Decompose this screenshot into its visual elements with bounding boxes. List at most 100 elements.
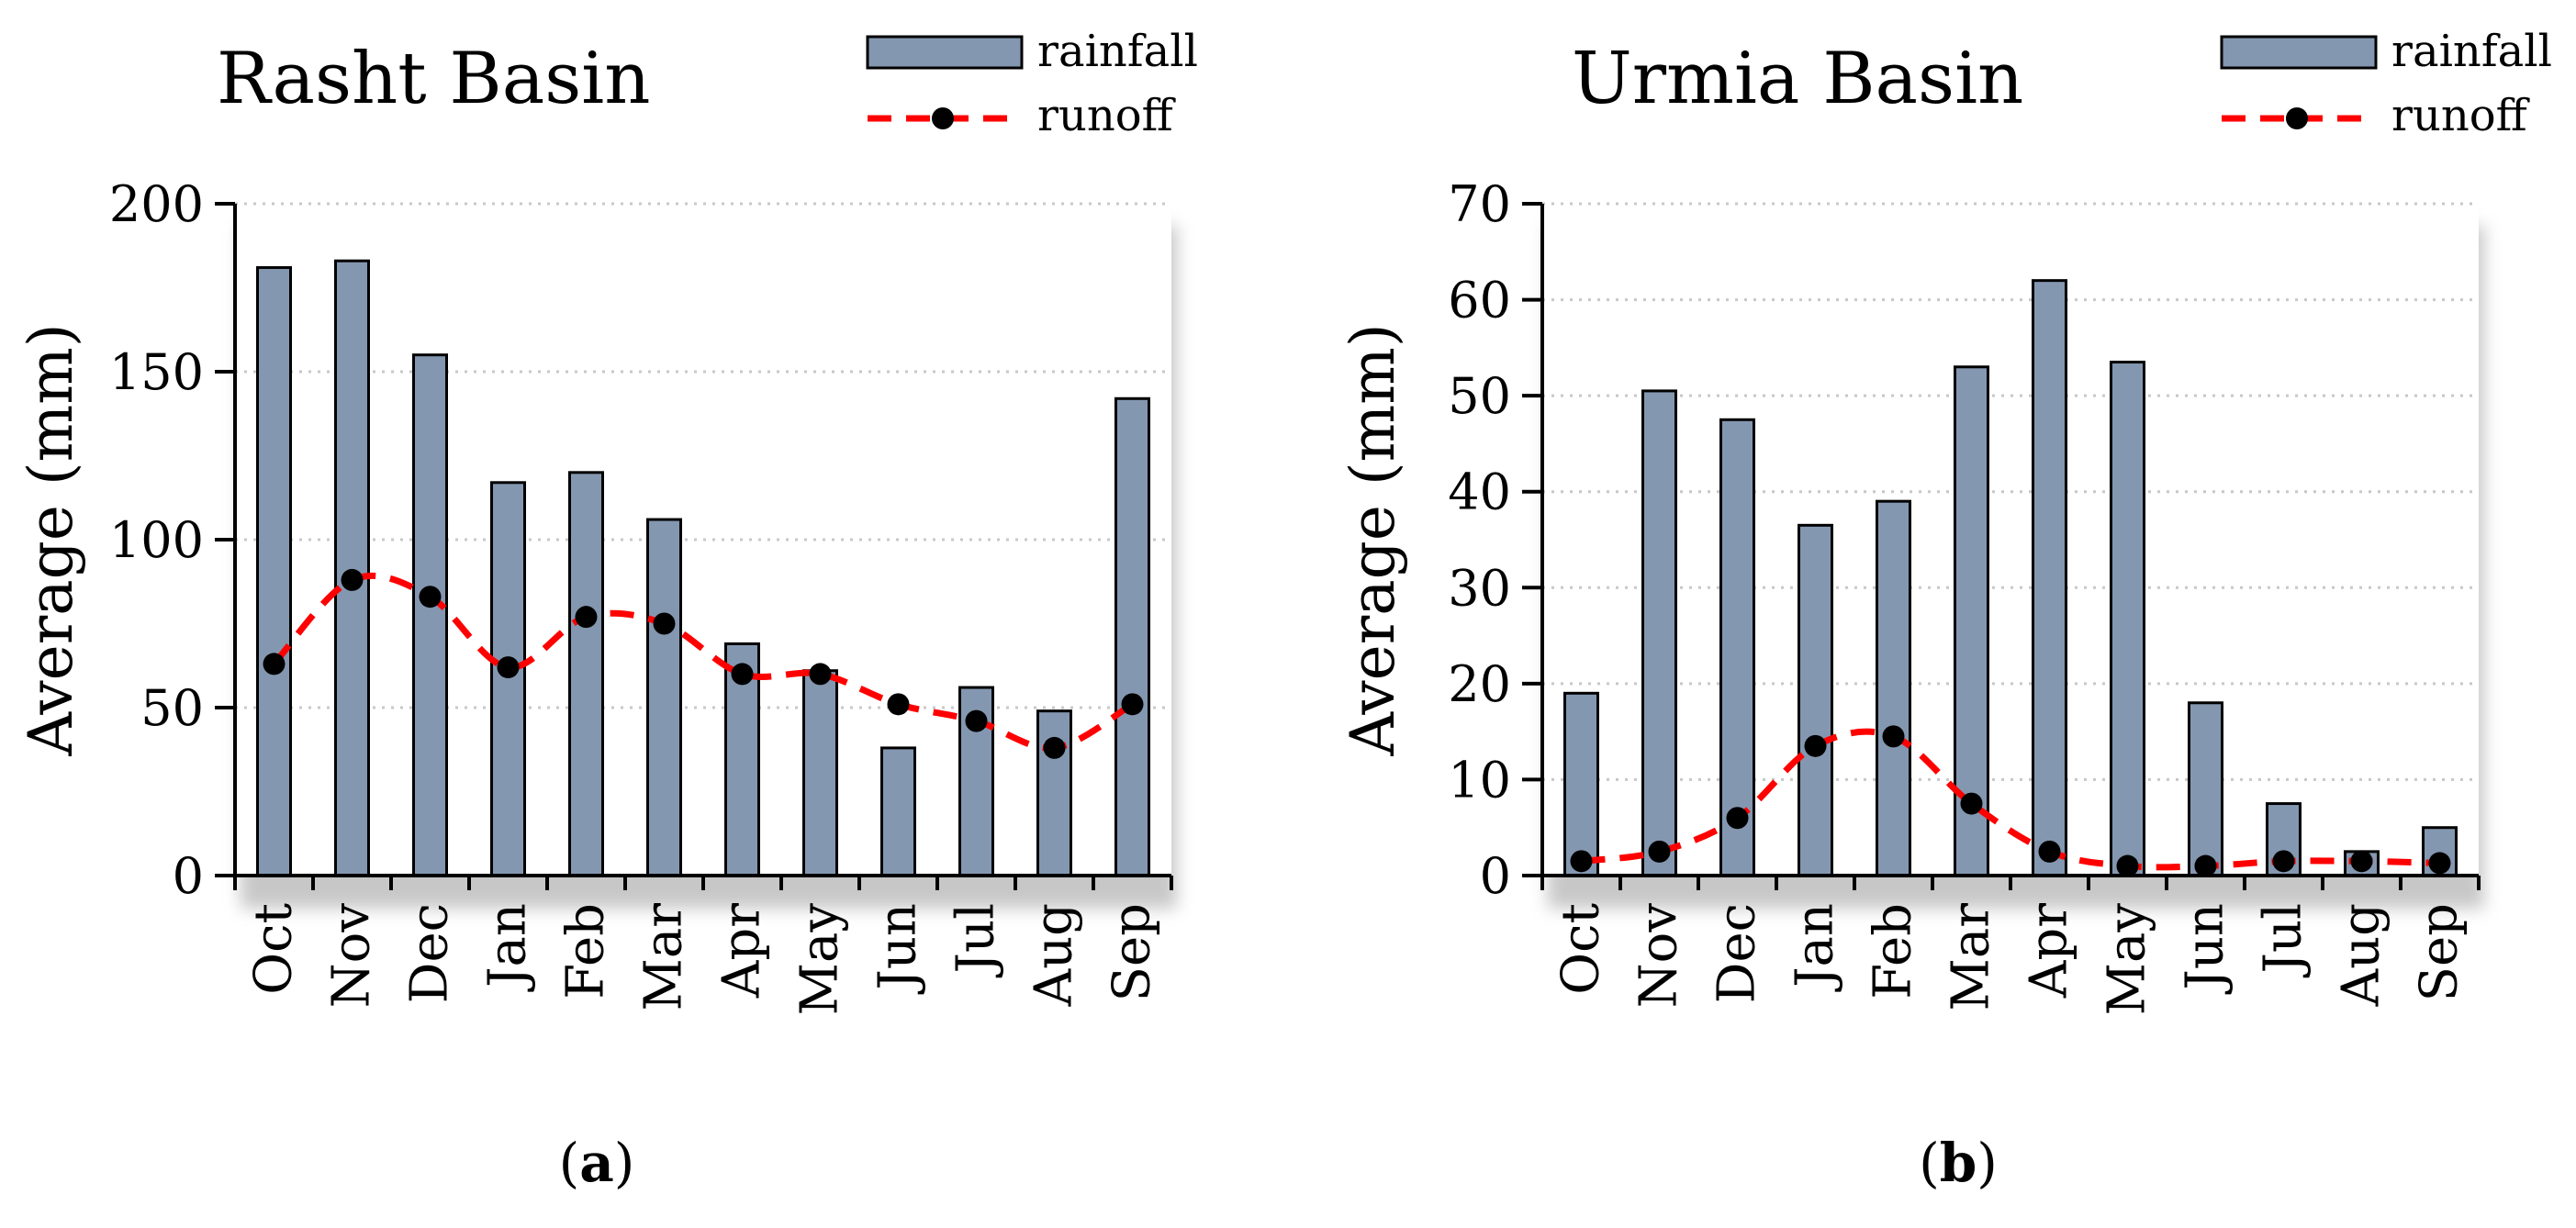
point-runoff-feb xyxy=(575,606,598,629)
point-runoff-aug xyxy=(2350,850,2373,873)
bar-rainfall-dec xyxy=(1719,418,1755,877)
point-runoff-dec xyxy=(419,586,442,608)
y-tick-label: 50 xyxy=(140,679,204,737)
legend: rainfall runoff xyxy=(866,26,1198,141)
y-tick-label: 50 xyxy=(1448,367,1511,425)
caption-open: ( xyxy=(559,1132,580,1194)
x-tick-label: Jun xyxy=(2176,903,2235,995)
x-tick-label: Jul xyxy=(2254,903,2313,977)
bar-rainfall-apr xyxy=(2032,279,2067,877)
y-tick-label: 60 xyxy=(1448,272,1511,329)
bar-rainfall-jun xyxy=(2188,701,2223,877)
x-tick-label: Oct xyxy=(1551,903,1611,995)
bar-rainfall-aug xyxy=(1036,709,1072,877)
point-runoff-may xyxy=(809,663,832,686)
legend-swatch-rainfall xyxy=(866,35,1024,70)
rainfall-bars xyxy=(1563,279,2458,877)
point-runoff-sep xyxy=(2428,852,2451,875)
x-tick-label: Aug xyxy=(1025,903,1084,1007)
chart-panel-b: 0 10 20 30 40 50 60 70 Oct Nov Dec Jan Feb Mar Apr May… xyxy=(1338,26,2552,1194)
caption-letter: a xyxy=(579,1132,614,1194)
x-tick-label: Feb xyxy=(556,903,616,999)
bar-rainfall-feb xyxy=(568,471,604,877)
point-runoff-jan xyxy=(497,656,520,679)
y-tick-label: 40 xyxy=(1448,463,1511,521)
y-tick-labels: 0 50 100 150 200 xyxy=(109,175,204,905)
point-runoff-mar xyxy=(653,612,676,635)
caption-open: ( xyxy=(1919,1132,1940,1194)
legend-label-rainfall: rainfall xyxy=(1037,26,1198,77)
x-tick-label: Aug xyxy=(2332,903,2391,1007)
x-tick-label: Jun xyxy=(868,903,928,995)
y-tick-label: 0 xyxy=(173,847,204,905)
x-tick-label: Dec xyxy=(1708,903,1767,1003)
point-runoff-feb xyxy=(1882,725,1905,748)
point-runoff-nov xyxy=(341,568,364,591)
x-tick-labels: Oct Nov Dec Jan Feb Mar Apr May Jun Jul Aug Sep xyxy=(244,903,1162,1016)
x-tick-label: May xyxy=(790,903,850,1016)
legend-label-rainfall: rainfall xyxy=(2391,26,2552,77)
caption-close: ) xyxy=(614,1132,635,1194)
y-tick-label: 150 xyxy=(109,343,204,401)
x-tick-label: Mar xyxy=(1942,903,2001,1011)
x-tick-label: Oct xyxy=(244,903,304,995)
bar-rainfall-sep xyxy=(1114,396,1150,877)
point-runoff-jul xyxy=(2272,850,2295,873)
y-tick-label: 30 xyxy=(1448,559,1511,617)
point-runoff-oct xyxy=(263,653,286,675)
legend: rainfall runoff xyxy=(2220,26,2552,141)
y-tick-label: 100 xyxy=(109,511,204,569)
y-axis-label: Average (mm) xyxy=(16,323,86,756)
point-runoff-jan xyxy=(1804,734,1827,757)
y-axis-label: Average (mm) xyxy=(1338,323,1408,756)
x-tick-label: May xyxy=(2098,903,2157,1016)
x-tick-label: Jul xyxy=(946,903,1006,977)
gridlines xyxy=(1542,202,2479,781)
x-tick-label: Apr xyxy=(2020,903,2079,999)
x-tick-label: Sep xyxy=(1103,903,1162,1001)
point-runoff-jun xyxy=(887,693,910,716)
bar-rainfall-mar xyxy=(646,518,682,877)
bar-rainfall-jan xyxy=(1798,523,1833,877)
x-tick-label: Sep xyxy=(2410,903,2470,1001)
bar-rainfall-may xyxy=(2110,361,2145,877)
runoff-line xyxy=(263,568,1144,759)
x-tick-labels: Oct Nov Dec Jan Feb Mar Apr May Jun Jul Aug Sep xyxy=(1551,903,2470,1016)
runoff-line xyxy=(1570,725,2451,877)
legend-marker-runoff xyxy=(932,107,954,129)
chart-title: Urmia Basin xyxy=(1572,38,2023,120)
x-tick-label: Dec xyxy=(400,903,460,1003)
x-tick-label: Feb xyxy=(1864,903,1923,999)
bar-rainfall-oct xyxy=(256,266,292,877)
caption-letter: b xyxy=(1940,1132,1977,1194)
legend-swatch-rainfall xyxy=(2220,35,2378,70)
bar-rainfall-jan xyxy=(490,481,526,877)
bar-rainfall-feb xyxy=(1876,499,1911,877)
chart-panel-a: 0 50 100 150 200 Oct Nov Dec Jan Feb Mar Apr May Jun… xyxy=(16,26,1198,1194)
bar-rainfall-dec xyxy=(412,353,448,877)
x-tick-label: Jan xyxy=(1786,903,1845,992)
y-tick-labels: 0 10 20 30 40 50 60 70 xyxy=(1448,175,1511,905)
axes xyxy=(1522,202,2481,890)
bar-rainfall-jul xyxy=(958,686,994,877)
bar-rainfall-jun xyxy=(880,746,916,877)
gridlines xyxy=(235,202,1171,709)
bar-rainfall-oct xyxy=(1563,691,1599,877)
plot-area xyxy=(1542,204,2479,876)
panel-caption: (b) xyxy=(1919,1132,1998,1194)
y-tick-label: 10 xyxy=(1448,751,1511,809)
x-tick-label: Nov xyxy=(1630,903,1689,1009)
caption-close: ) xyxy=(1977,1132,1998,1194)
point-runoff-apr xyxy=(731,663,754,686)
bar-rainfall-may xyxy=(802,669,838,877)
legend-label-runoff: runoff xyxy=(1037,90,1176,141)
bar-rainfall-nov xyxy=(334,259,370,877)
point-runoff-aug xyxy=(1043,736,1066,759)
point-runoff-apr xyxy=(2038,840,2061,863)
legend-label-runoff: runoff xyxy=(2391,90,2530,141)
point-runoff-nov xyxy=(1648,840,1671,863)
point-runoff-jul xyxy=(965,709,988,732)
point-runoff-oct xyxy=(1570,850,1593,873)
point-runoff-jun xyxy=(2194,854,2217,877)
